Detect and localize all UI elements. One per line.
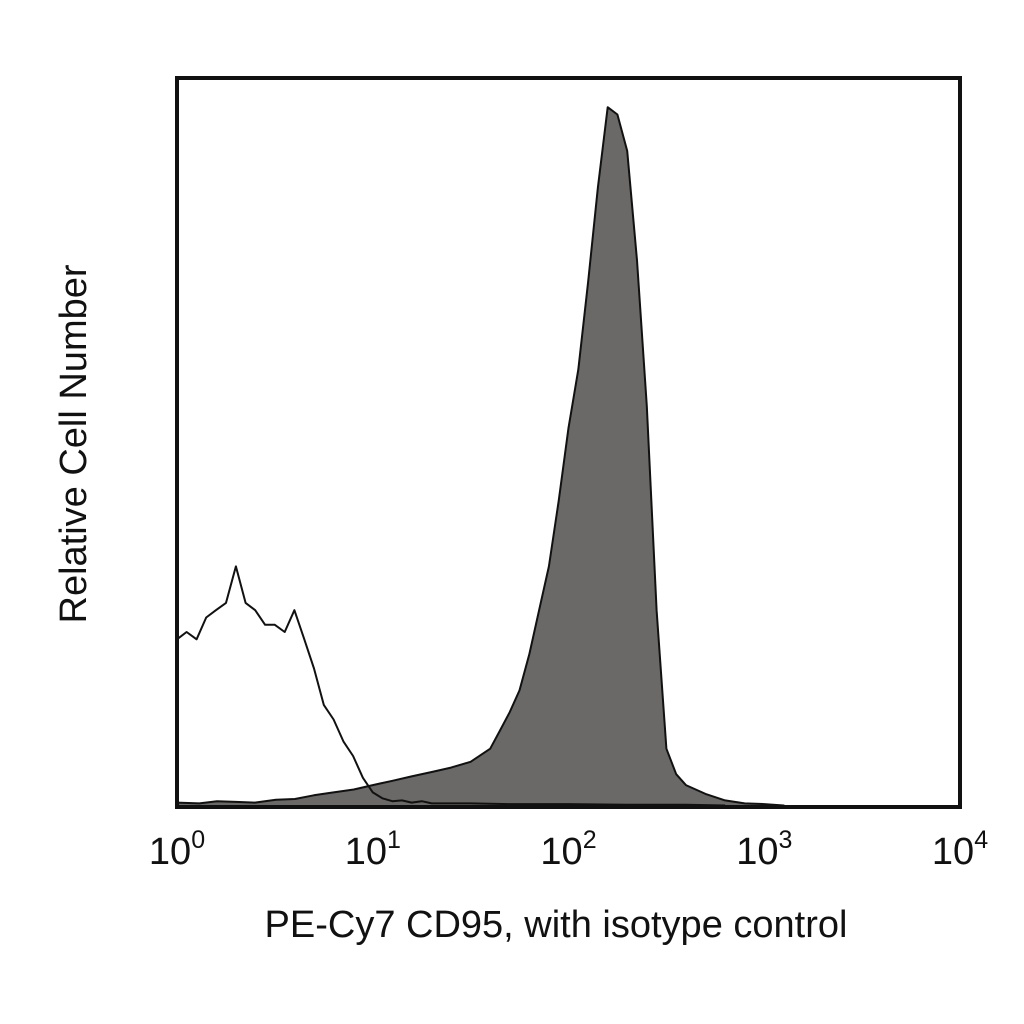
plot-frame (175, 76, 962, 809)
x-tick-labels: 100 101 102 103 104 (149, 826, 988, 873)
x-tick-label: 103 (736, 826, 792, 873)
series-stained-area (176, 106, 785, 808)
series-isotype-outline (176, 565, 726, 807)
series-layer (176, 106, 785, 808)
x-tick-label: 101 (345, 826, 401, 873)
x-tick-label: 104 (932, 826, 988, 873)
y-axis-title: Relative Cell Number (53, 264, 95, 623)
x-tick-label: 100 (149, 826, 205, 873)
x-axis-title: PE-Cy7 CD95, with isotype control (265, 904, 848, 946)
x-tick-label: 102 (540, 826, 596, 873)
